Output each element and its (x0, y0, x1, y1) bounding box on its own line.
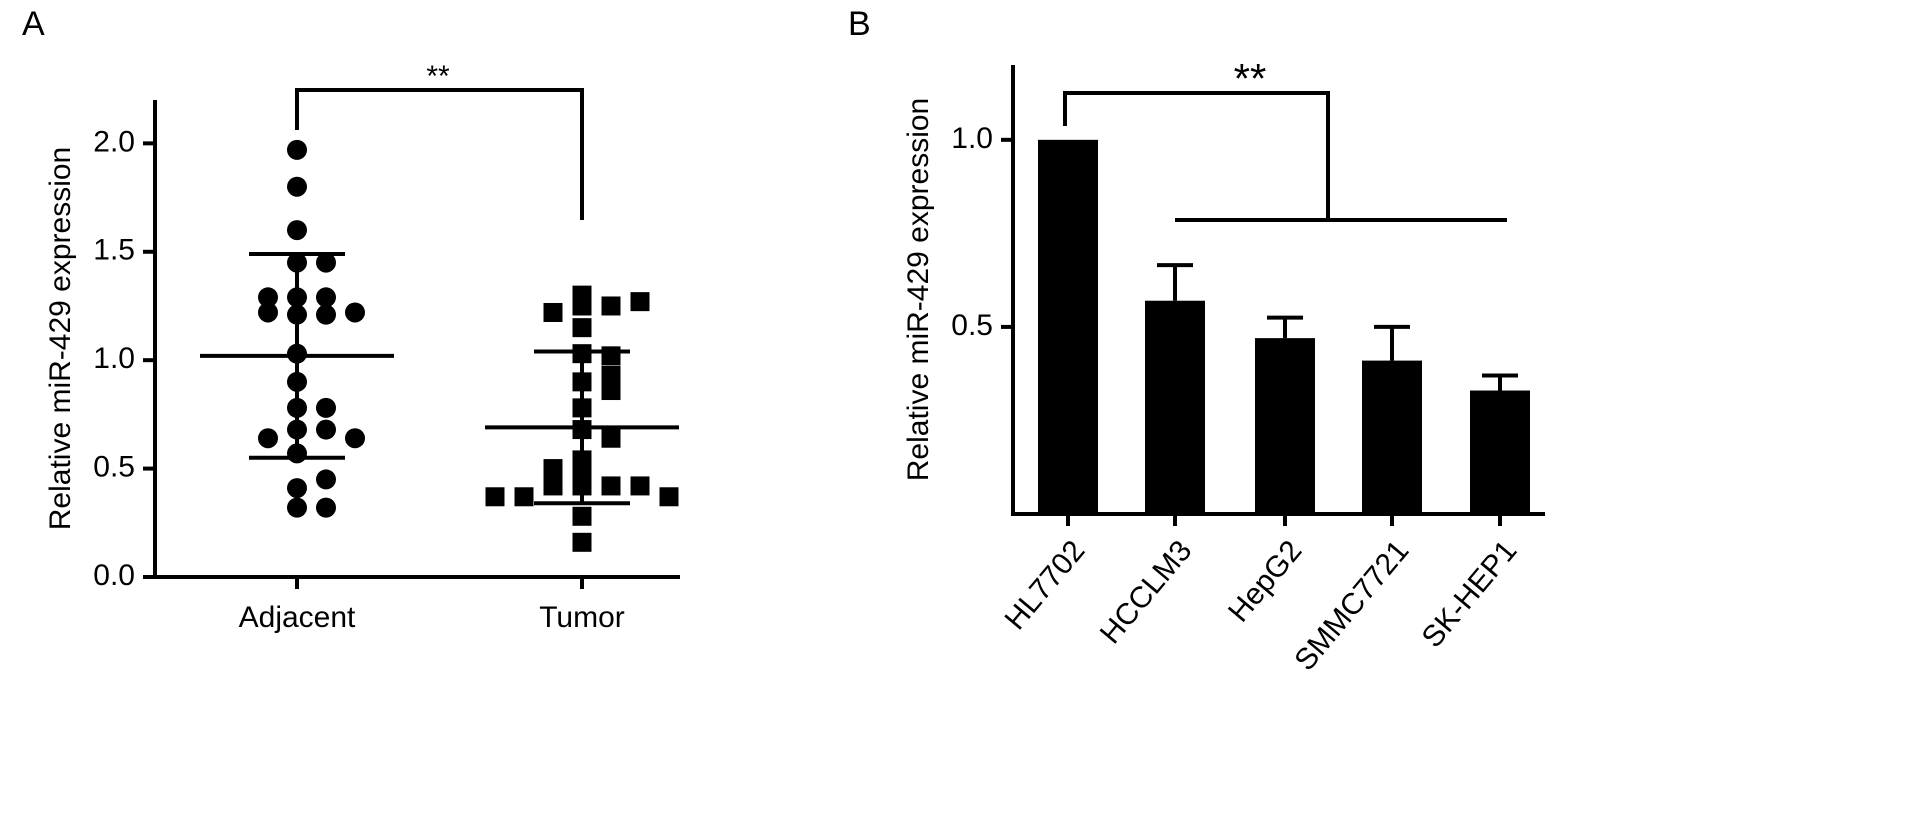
bar (1145, 300, 1205, 514)
x-tick-label: Tumor (539, 601, 625, 634)
data-point (601, 365, 621, 385)
data-point (287, 220, 307, 241)
data-point (601, 476, 621, 496)
data-point (316, 419, 336, 440)
data-point (287, 478, 307, 499)
data-point (345, 428, 365, 449)
significance-bracket (295, 88, 584, 220)
bar (1470, 390, 1530, 514)
panel-label: A (22, 5, 45, 43)
data-point (316, 287, 336, 308)
data-point (316, 397, 336, 418)
data-point (316, 497, 336, 518)
x-tick-label: HL7702 (999, 534, 1092, 636)
data-point (345, 302, 365, 323)
data-point (601, 346, 621, 366)
y-tick-label: 2.0 (93, 125, 135, 158)
data-point (659, 487, 679, 507)
bar (1255, 338, 1315, 514)
y-axis-label: Relative miR-429 expression (902, 98, 935, 482)
data-point (630, 292, 650, 312)
data-point (543, 476, 563, 496)
data-point (572, 318, 592, 338)
data-point (258, 428, 278, 449)
significance-label: ** (1234, 55, 1267, 102)
data-point (287, 139, 307, 160)
data-point (572, 506, 592, 526)
data-point (572, 532, 592, 552)
y-axis-label: Relative miR-429 expression (44, 147, 77, 531)
data-point (485, 487, 505, 507)
data-point (287, 497, 307, 518)
data-point (316, 304, 336, 325)
data-point (543, 459, 563, 479)
data-point (601, 381, 621, 401)
data-point (630, 476, 650, 496)
y-tick-label: 0.0 (93, 559, 135, 592)
significance-label: ** (426, 60, 450, 93)
y-tick-label: 0.5 (951, 309, 993, 342)
data-point (543, 302, 563, 322)
data-point (258, 302, 278, 323)
significance-bracket (1063, 91, 1507, 222)
data-point (572, 296, 592, 316)
x-tick-label: HepG2 (1222, 534, 1308, 628)
x-tick-label: Adjacent (239, 601, 356, 634)
bar (1038, 139, 1098, 515)
bar (1362, 360, 1422, 514)
y-tick-label: 1.5 (93, 234, 135, 267)
y-tick-label: 0.5 (93, 451, 135, 484)
x-tick-label: SK-HEP1 (1416, 534, 1524, 654)
data-point (316, 252, 336, 273)
data-point (316, 469, 336, 490)
data-point (514, 487, 534, 507)
panel-label: B (848, 5, 871, 43)
y-tick-label: 1.0 (951, 122, 993, 155)
data-point (258, 287, 278, 308)
data-point (601, 296, 621, 316)
data-point (601, 428, 621, 448)
y-tick-label: 1.0 (93, 342, 135, 375)
x-tick-label: HCCLM3 (1094, 534, 1199, 650)
data-point (287, 176, 307, 197)
